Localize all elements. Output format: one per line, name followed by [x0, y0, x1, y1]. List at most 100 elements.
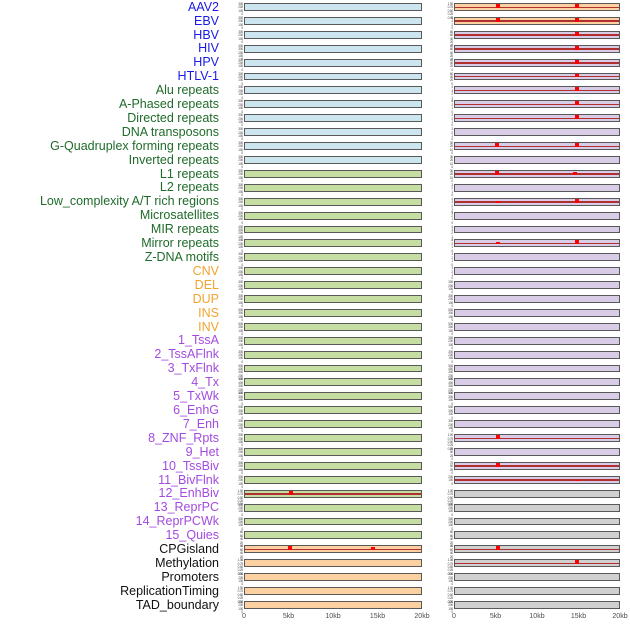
left-panel-cell[interactable] — [244, 97, 432, 111]
left-panel-cell[interactable] — [244, 223, 432, 237]
right-track-panel[interactable] — [454, 239, 620, 248]
left-track-panel[interactable] — [244, 420, 422, 429]
right-track-panel[interactable] — [454, 517, 620, 526]
left-panel-cell[interactable] — [244, 445, 432, 459]
left-track-panel[interactable] — [244, 211, 422, 220]
right-track-panel[interactable] — [454, 100, 620, 109]
right-panel-cell[interactable] — [454, 431, 630, 445]
left-track-panel[interactable] — [244, 30, 422, 39]
left-track-panel[interactable] — [244, 169, 422, 178]
right-track-panel[interactable] — [454, 253, 620, 262]
left-track-panel[interactable] — [244, 350, 422, 359]
right-panel-cell[interactable] — [454, 445, 630, 459]
right-panel-cell[interactable] — [454, 417, 630, 431]
right-panel-cell[interactable] — [454, 389, 630, 403]
left-panel-cell[interactable] — [244, 348, 432, 362]
right-track-panel[interactable] — [454, 211, 620, 220]
left-track-panel[interactable] — [244, 434, 422, 442]
right-panel-cell[interactable] — [454, 403, 630, 417]
left-track-panel[interactable] — [244, 559, 422, 568]
left-track-panel[interactable] — [244, 100, 422, 109]
left-panel-cell[interactable] — [244, 111, 432, 125]
left-panel-cell[interactable] — [244, 209, 432, 223]
left-track-panel[interactable] — [244, 573, 422, 582]
right-panel-cell[interactable] — [454, 459, 630, 473]
left-track-panel[interactable] — [244, 322, 422, 331]
right-panel-cell[interactable] — [454, 515, 630, 529]
right-panel-cell[interactable] — [454, 584, 630, 598]
left-track-panel[interactable] — [244, 503, 422, 512]
left-panel-cell[interactable] — [244, 403, 432, 417]
left-track-panel[interactable] — [244, 225, 422, 234]
left-track-panel[interactable] — [244, 517, 422, 526]
left-panel-cell[interactable] — [244, 236, 432, 250]
left-track-panel[interactable] — [244, 86, 422, 95]
right-panel-cell[interactable] — [454, 83, 630, 97]
left-track-panel[interactable] — [244, 461, 422, 470]
right-track-panel[interactable] — [454, 434, 620, 442]
left-panel-cell[interactable] — [244, 306, 432, 320]
right-track-panel[interactable] — [454, 308, 620, 317]
left-track-panel[interactable] — [244, 16, 422, 25]
left-panel-cell[interactable] — [244, 292, 432, 306]
right-track-panel[interactable] — [454, 322, 620, 331]
left-track-panel[interactable] — [244, 531, 422, 540]
left-track-panel[interactable] — [244, 281, 422, 290]
left-panel-cell[interactable] — [244, 417, 432, 431]
right-track-panel[interactable] — [454, 183, 620, 192]
right-track-panel[interactable] — [454, 600, 620, 609]
left-panel-cell[interactable] — [244, 28, 432, 42]
left-track-panel[interactable] — [244, 600, 422, 609]
left-panel-cell[interactable] — [244, 42, 432, 56]
right-panel-cell[interactable] — [454, 570, 630, 584]
right-panel-cell[interactable] — [454, 195, 630, 209]
left-panel-cell[interactable] — [244, 195, 432, 209]
left-track-panel[interactable] — [244, 364, 422, 373]
right-track-panel[interactable] — [454, 420, 620, 429]
right-panel-cell[interactable] — [454, 223, 630, 237]
left-panel-cell[interactable] — [244, 501, 432, 515]
left-panel-cell[interactable] — [244, 528, 432, 542]
right-panel-cell[interactable] — [454, 292, 630, 306]
right-track-panel[interactable] — [454, 378, 620, 387]
right-panel-cell[interactable] — [454, 320, 630, 334]
right-track-panel[interactable] — [454, 3, 620, 11]
right-track-panel[interactable] — [454, 336, 620, 345]
left-track-panel[interactable] — [244, 475, 422, 484]
right-track-panel[interactable] — [454, 16, 620, 25]
left-panel-cell[interactable] — [244, 153, 432, 167]
right-panel-cell[interactable] — [454, 28, 630, 42]
left-panel-cell[interactable] — [244, 14, 432, 28]
right-panel-cell[interactable] — [454, 42, 630, 56]
left-track-panel[interactable] — [244, 308, 422, 317]
left-panel-cell[interactable] — [244, 264, 432, 278]
right-panel-cell[interactable] — [454, 236, 630, 250]
left-panel-cell[interactable] — [244, 0, 432, 14]
left-panel-cell[interactable] — [244, 278, 432, 292]
right-panel-cell[interactable] — [454, 264, 630, 278]
right-panel-cell[interactable] — [454, 473, 630, 487]
right-panel-cell[interactable] — [454, 14, 630, 28]
right-panel-cell[interactable] — [454, 278, 630, 292]
left-panel-cell[interactable] — [244, 487, 432, 501]
right-track-panel[interactable] — [454, 406, 620, 415]
right-panel-cell[interactable] — [454, 125, 630, 139]
right-panel-cell[interactable] — [454, 139, 630, 153]
left-track-panel[interactable] — [244, 392, 422, 401]
right-track-panel[interactable] — [454, 295, 620, 303]
left-panel-cell[interactable] — [244, 139, 432, 153]
left-panel-cell[interactable] — [244, 459, 432, 473]
left-track-panel[interactable] — [244, 587, 422, 595]
right-track-panel[interactable] — [454, 350, 620, 359]
right-track-panel[interactable] — [454, 44, 620, 53]
right-track-panel[interactable] — [454, 142, 620, 150]
right-panel-cell[interactable] — [454, 528, 630, 542]
right-panel-cell[interactable] — [454, 70, 630, 84]
left-track-panel[interactable] — [244, 114, 422, 123]
right-panel-cell[interactable] — [454, 167, 630, 181]
left-panel-cell[interactable] — [244, 250, 432, 264]
right-track-panel[interactable] — [454, 169, 620, 178]
right-panel-cell[interactable] — [454, 556, 630, 570]
left-panel-cell[interactable] — [244, 473, 432, 487]
left-panel-cell[interactable] — [244, 70, 432, 84]
